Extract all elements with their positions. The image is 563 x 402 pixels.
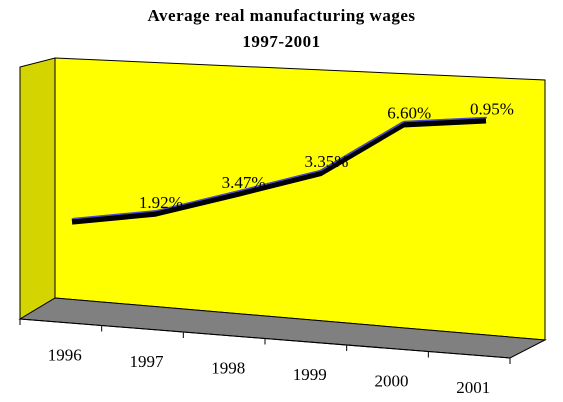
series-line-highlight: [72, 116, 488, 220]
x-tick-label: 2000: [375, 371, 409, 390]
x-tick-label: 1996: [48, 345, 82, 364]
data-label: 3.47%: [222, 173, 266, 192]
data-label: 3.35%: [304, 152, 348, 171]
x-tick-label: 1999: [293, 365, 327, 384]
x-tick-label: 1998: [211, 358, 245, 377]
data-label: 0.95%: [470, 100, 514, 119]
x-tick-label: 1997: [130, 352, 165, 371]
data-label: 1.92%: [139, 193, 183, 212]
chart-title: Average real manufacturing wages: [147, 6, 416, 25]
left-wall: [19, 57, 56, 320]
chart-subtitle: 1997-2001: [242, 32, 321, 51]
series-line: [71, 117, 487, 225]
x-tick-label: 2001: [456, 378, 490, 397]
data-label: 6.60%: [387, 104, 431, 123]
